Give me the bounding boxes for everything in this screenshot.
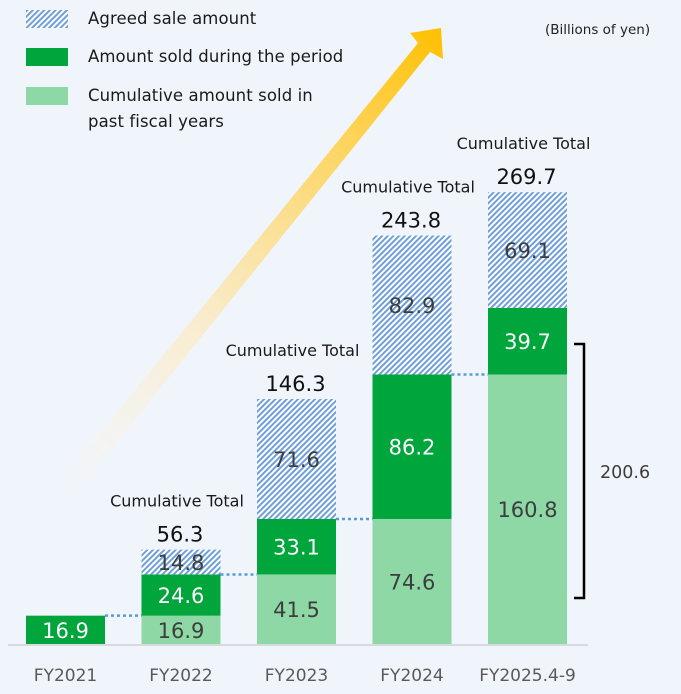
total-caption: Cumulative Total — [110, 492, 244, 511]
legend-swatch-past — [26, 87, 68, 105]
total-value: 269.7 — [496, 165, 556, 189]
data-label-sold: 86.2 — [389, 436, 436, 460]
total-caption: Cumulative Total — [226, 341, 360, 360]
data-label-past: 74.6 — [389, 570, 436, 594]
bar-segment-agreed — [141, 549, 221, 575]
total-value: 56.3 — [157, 523, 204, 547]
data-label-agreed: 14.8 — [158, 551, 205, 575]
bar-segment-agreed — [488, 192, 567, 308]
bar-segment-past — [141, 615, 221, 644]
total-caption: Cumulative Total — [457, 134, 591, 153]
bar-segment-sold — [26, 615, 105, 644]
bar-segment-past — [257, 574, 336, 644]
legend-swatch-agreed — [26, 10, 68, 28]
bar-segment-sold — [488, 307, 567, 375]
bar-segment-past — [488, 374, 567, 644]
bar-segment-agreed — [257, 398, 336, 519]
unit-label: (Billions of yen) — [545, 22, 651, 38]
data-label-past: 160.8 — [497, 498, 557, 522]
data-label-sold: 39.7 — [504, 330, 551, 354]
bar-segment-past — [372, 518, 452, 644]
legend-swatch-sold — [26, 48, 68, 66]
x-tick-label: FY2022 — [149, 666, 212, 686]
total-value: 146.3 — [265, 372, 325, 396]
x-tick-label: FY2021 — [34, 666, 97, 686]
bar-segment-sold — [257, 518, 336, 575]
bracket-line — [574, 342, 586, 600]
total-value: 243.8 — [381, 209, 441, 233]
data-label-agreed: 71.6 — [273, 448, 320, 472]
data-label-past: 41.5 — [273, 598, 320, 622]
bracket-label: 200.6 — [600, 463, 650, 483]
bar-segment-agreed — [372, 235, 452, 375]
x-tick-label: FY2023 — [265, 666, 328, 686]
data-label-sold: 33.1 — [273, 536, 320, 560]
x-tick-label: FY2025.4-9 — [479, 666, 576, 686]
legend-label-agreed: Agreed sale amount — [88, 9, 257, 28]
legend-label-past-line1: Cumulative amount sold in — [88, 86, 313, 105]
bar-segment-sold — [372, 374, 452, 519]
x-tick-label: FY2024 — [380, 666, 443, 686]
total-caption: Cumulative Total — [341, 178, 475, 197]
bar-segment-sold — [141, 574, 221, 616]
data-label-past: 16.9 — [158, 619, 205, 643]
data-label-agreed: 69.1 — [504, 239, 551, 263]
data-label-sold: 16.9 — [42, 619, 89, 643]
data-label-sold: 24.6 — [158, 584, 205, 608]
legend-label-sold: Amount sold during the period — [88, 47, 344, 66]
trend-arrow-icon — [50, 28, 443, 508]
data-label-agreed: 82.9 — [389, 294, 436, 318]
legend-label-past-line2: past fiscal years — [88, 112, 225, 131]
